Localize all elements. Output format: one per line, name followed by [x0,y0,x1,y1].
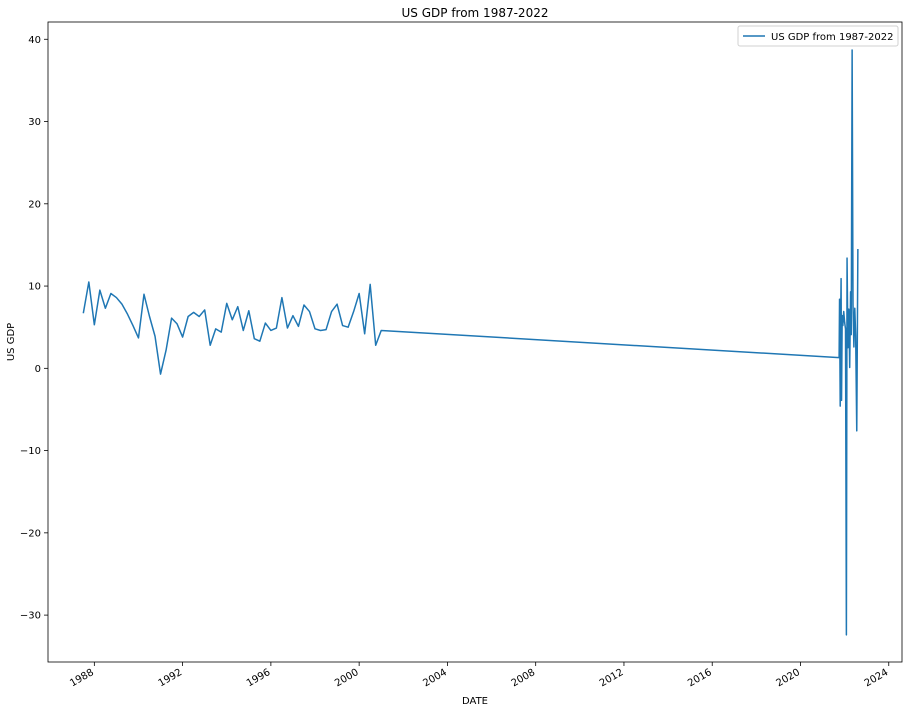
legend: US GDP from 1987-2022 [737,25,899,47]
x-axis-title: DATE [462,696,488,707]
series-line-us-gdp [82,49,859,636]
y-axis-title: US GDP [6,323,17,361]
y-tick-label: 0 [35,364,41,375]
y-axis-ticks: −30 −20 −10 0 10 20 30 40 [20,35,48,622]
plot-frame [47,21,903,663]
y-tick-label: −20 [20,528,41,539]
y-tick-label: 30 [28,117,41,128]
legend-box [737,25,899,47]
y-tick-label: −30 [20,611,41,622]
y-tick-label: 40 [28,35,41,46]
y-tick-label: −10 [20,446,41,457]
legend-entry-label: US GDP from 1987-2022 [771,32,893,43]
y-tick-label: 10 [28,282,41,293]
chart-title: US GDP from 1987-2022 [402,6,549,20]
y-tick-label: 20 [28,199,41,210]
